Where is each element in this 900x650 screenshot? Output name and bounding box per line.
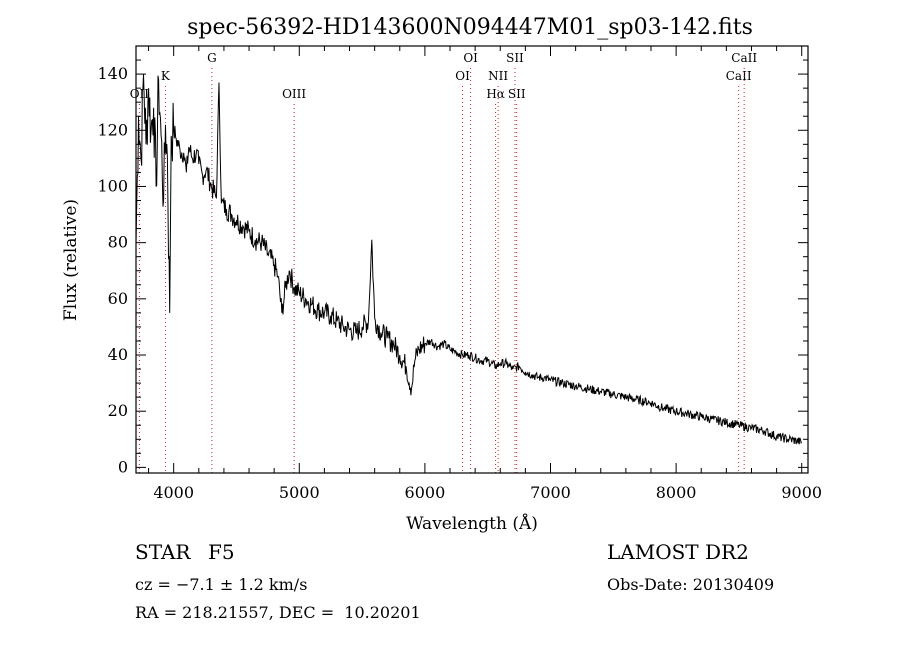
spectral-line-label: Hα (486, 87, 505, 101)
y-tick-label: 0 (118, 457, 128, 476)
x-tick-label: 8000 (656, 483, 697, 502)
y-tick-label: 120 (97, 120, 128, 139)
spectral-line-label: OII (130, 87, 150, 101)
x-tick-label: 9000 (781, 483, 822, 502)
observation-date: Obs-Date: 20130409 (607, 575, 775, 594)
plot-frame (135, 45, 809, 474)
spectral-line-label: CaII (726, 69, 752, 83)
object-subclass: F5 (208, 540, 235, 564)
y-tick-label: 80 (108, 233, 128, 252)
spectral-line-label: OI (463, 51, 478, 65)
y-tick-label: 60 (108, 289, 128, 308)
spectral-line-label: SII (508, 87, 526, 101)
spectrum-line-series-0 (135, 74, 803, 445)
object-class: STAR (135, 540, 191, 564)
spectral-line-label: OI (455, 69, 470, 83)
x-tick-label: 6000 (405, 483, 446, 502)
spectral-line-label: K (161, 69, 171, 83)
x-axis-label: Wavelength (Å) (406, 513, 538, 534)
axis-ticks: 4000 5000 6000 7000 8000 9000 0 20 40 60 80 100 120 1… (97, 46, 822, 502)
spectral-line-label: OIII (282, 87, 306, 101)
y-tick-label: 100 (97, 176, 128, 195)
spectral-line-label: G (207, 51, 217, 65)
redshift-info: cz = −7.1 ± 1.2 km/s (135, 575, 308, 594)
y-tick-label: 40 (108, 345, 128, 364)
chart-title: spec-56392-HD143600N094447M01_sp03-142.f… (187, 15, 753, 40)
spectral-line-label: SII (506, 51, 524, 65)
coordinates-info: RA = 218.21557, DEC = 10.20201 (135, 603, 421, 622)
x-tick-label: 5000 (279, 483, 320, 502)
spectral-line-label: NII (488, 69, 508, 83)
y-tick-label: 140 (97, 64, 128, 83)
spectral-line-label: CaII (731, 51, 757, 65)
y-tick-label: 20 (108, 401, 128, 420)
y-axis-label: Flux (relative) (61, 199, 81, 321)
spectrum-series (135, 74, 803, 445)
survey-name: LAMOST DR2 (607, 540, 749, 564)
x-tick-label: 7000 (530, 483, 571, 502)
x-tick-label: 4000 (153, 483, 194, 502)
